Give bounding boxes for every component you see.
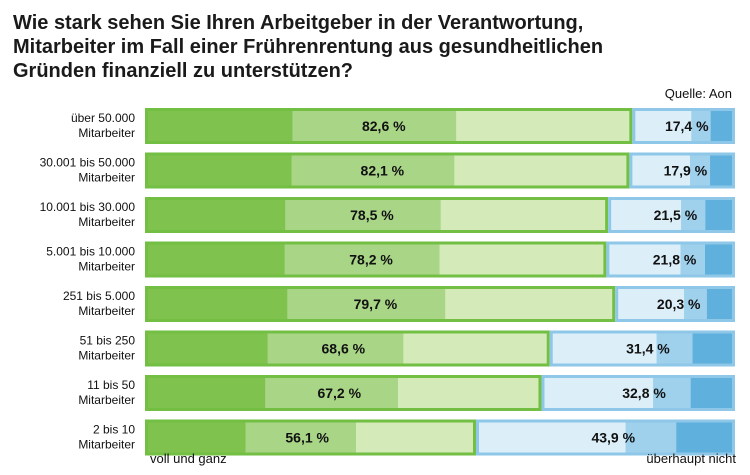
bar-negative-shade-1-7 [478,422,626,453]
value-label-positive-3: 78,2 % [349,252,393,268]
bar-positive-shade-2-1 [291,155,455,186]
bar-positive-shade-1-6 [148,378,266,408]
value-label-positive-1: 82,1 % [361,163,405,179]
value-label-positive-7: 56,1 % [285,430,329,446]
bar-positive-shade-2-4 [287,289,446,319]
category-label-6: 11 bis 50 Mitarbeiter [78,378,135,407]
bar-negative-shade-1-2 [611,200,682,230]
bar-negative-shade-2-5 [656,333,693,364]
value-label-negative-7: 43,9 % [591,430,635,446]
bar-negative-shade-2-7 [625,422,677,453]
bar-negative-shade-1-6 [544,378,654,408]
value-label-negative-3: 21,8 % [653,252,697,268]
bar-negative-shade-1-4 [618,289,685,319]
value-label-positive-5: 68,6 % [322,341,366,357]
category-label-2: 10.001 bis 30.000 Mitarbeiter [40,200,136,229]
bar-positive-shade-1-1 [148,155,292,186]
bar-positive-shade-2-5 [267,333,404,364]
bar-positive-shade-1-5 [148,333,268,364]
category-label-line: Mitarbeiter [78,171,135,185]
category-label-line: Mitarbeiter [78,260,135,274]
category-label-1: 30.001 bis 50.000 Mitarbeiter [40,156,136,185]
chart-title: Wie stark sehen Sie Ihren Arbeitgeber in… [13,11,653,83]
bar-negative-shade-2-0 [691,111,711,141]
title-line-1: Wie stark sehen Sie Ihren Arbeitgeber in… [13,12,584,34]
category-label-line: Mitarbeiter [78,349,135,363]
source-label: Quelle: Aon [664,86,732,101]
value-label-negative-4: 20,3 % [657,296,701,312]
bar-positive-shade-2-0 [292,111,457,141]
category-label-5: 51 bis 250 Mitarbeiter [78,334,135,363]
bar-positive-shade-1-2 [148,200,286,230]
bar-positive-shade-2-3 [284,244,440,275]
bar-negative-shade-2-3 [680,244,706,275]
bar-positive-shade-2-7 [245,422,356,453]
title-line-3: Gründen finanziell zu unterstützen? [13,60,353,82]
category-label-4: 251 bis 5.000 Mitarbeiter [63,289,135,318]
category-label-line: 10.001 bis 30.000 [40,200,136,214]
bar-negative-shade-1-5 [552,333,657,364]
value-label-negative-5: 31,4 % [626,341,670,357]
value-label-negative-2: 21,5 % [654,207,698,223]
bar-positive-shade-1-3 [148,244,285,275]
category-label-line: 251 bis 5.000 [63,289,135,303]
category-label-line: 2 bis 10 [93,423,135,437]
legend-left-label: voll und ganz [150,451,227,466]
category-label-line: Mitarbeiter [78,126,135,140]
bar-negative-shade-3-3 [705,244,732,275]
category-label-line: Mitarbeiter [78,438,135,452]
bar-negative-shade-2-6 [653,378,691,408]
category-label-7: 2 bis 10 Mitarbeiter [78,423,135,452]
title-line-2: Mitarbeiter im Fall einer Frührenrentung… [13,36,604,58]
value-label-negative-6: 32,8 % [622,385,666,401]
bar-positive-shade-1-0 [148,111,293,141]
category-label-line: 11 bis 50 [87,378,135,392]
value-label-positive-2: 78,5 % [350,207,394,223]
bar-negative-shade-3-1 [710,155,732,186]
legend-right-label: überhaupt nicht [646,451,736,466]
bar-positive-shade-3-5 [403,333,547,364]
bar-negative-shade-3-6 [690,378,732,408]
bar-negative-shade-2-1 [690,155,711,186]
bar-negative-shade-2-4 [684,289,707,319]
category-label-line: 51 bis 250 [80,334,136,348]
bar-positive-shade-1-7 [148,422,246,453]
bar-positive-shade-3-4 [445,289,613,319]
bar-negative-shade-1-0 [635,111,692,141]
bar-positive-shade-3-2 [440,200,606,230]
value-label-negative-0: 17,4 % [665,118,709,134]
value-label-negative-1: 17,9 % [664,163,708,179]
bar-negative-shade-3-4 [706,289,732,319]
category-label-line: über 50.000 [71,111,135,125]
bar-positive-shade-3-6 [397,378,539,408]
category-label-3: 5.001 bis 10.000 Mitarbeiter [46,245,135,274]
bar-negative-shade-3-0 [710,111,732,141]
category-label-0: über 50.000 Mitarbeiter [71,111,135,140]
bar-negative-shade-3-7 [676,422,732,453]
bar-positive-shade-2-6 [265,378,398,408]
bar-positive-shade-3-7 [355,422,473,453]
bar-negative-shade-3-2 [705,200,732,230]
category-label-line: Mitarbeiter [78,304,135,318]
value-label-positive-6: 67,2 % [317,385,361,401]
value-label-positive-0: 82,6 % [362,118,406,134]
value-label-positive-4: 79,7 % [354,296,398,312]
bar-positive-shade-1-4 [148,289,288,319]
category-label-line: 30.001 bis 50.000 [40,156,136,170]
category-label-line: Mitarbeiter [78,393,135,407]
bar-positive-shade-2-2 [285,200,441,230]
bar-negative-shade-2-2 [681,200,706,230]
bar-negative-shade-1-3 [609,244,681,275]
category-label-line: 5.001 bis 10.000 [46,245,135,259]
category-label-line: Mitarbeiter [78,215,135,229]
bar-negative-shade-3-5 [692,333,732,364]
bar-negative-shade-1-1 [632,155,691,186]
bar-positive-shade-3-3 [439,244,604,275]
bar-positive-shade-3-0 [456,111,630,141]
bar-positive-shade-3-1 [454,155,627,186]
